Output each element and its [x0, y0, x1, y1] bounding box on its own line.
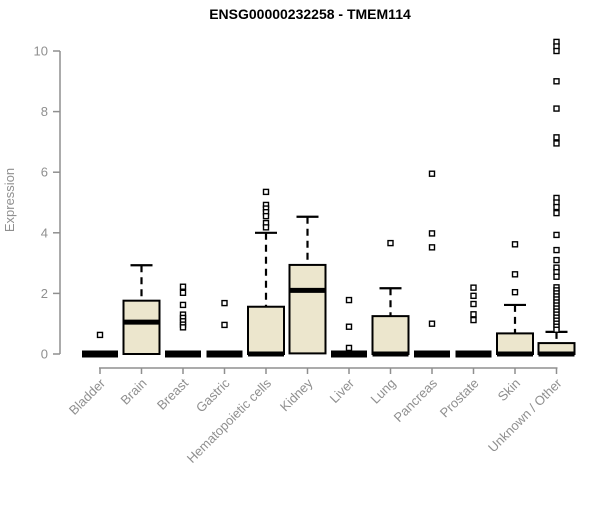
boxplot-group — [331, 296, 367, 358]
boxplot-group — [496, 241, 534, 357]
x-category-label: Breast — [154, 375, 191, 412]
x-category-label: Bladder — [66, 375, 109, 418]
outlier-point — [553, 140, 560, 147]
iqr-box — [496, 332, 534, 355]
outlier-point — [221, 299, 228, 307]
outlier-point — [262, 224, 270, 231]
x-category-label: Unknown / Other — [485, 375, 565, 455]
outlier-point — [221, 321, 228, 329]
iqr-box — [288, 263, 327, 355]
flat-box — [331, 350, 367, 358]
boxplot-group — [247, 188, 285, 357]
outlier-point — [387, 239, 394, 247]
boxplot-group — [288, 215, 327, 355]
outlier-point — [553, 246, 560, 254]
y-tick-label: 0 — [41, 347, 48, 362]
outlier-point — [553, 47, 560, 55]
outlier-point — [262, 212, 270, 220]
x-category-label: Lung — [368, 376, 399, 407]
outlier-point — [553, 105, 560, 112]
outlier-point — [470, 292, 477, 300]
outlier-point — [345, 323, 353, 330]
y-tick-label: 8 — [41, 104, 48, 119]
flat-box — [206, 350, 243, 358]
outlier-point — [96, 331, 104, 339]
flat-box — [165, 350, 201, 358]
flat-box — [455, 350, 492, 358]
outlier-point — [179, 301, 187, 309]
boxplot-group — [206, 299, 243, 358]
boxplot-group — [371, 239, 410, 357]
boxplot-group — [537, 38, 576, 357]
boxplot-group — [122, 264, 161, 355]
x-category-label: Prostate — [437, 376, 482, 421]
outlier-point — [553, 78, 560, 85]
outlier-point — [553, 231, 560, 239]
outlier-point — [470, 316, 477, 324]
outlier-point — [179, 324, 187, 331]
x-category-label: Brain — [118, 376, 150, 408]
chart-title: ENSG00000232258 - TMEM114 — [209, 6, 411, 22]
outlier-point — [345, 296, 353, 304]
outlier-point — [345, 344, 353, 352]
outlier-point — [553, 256, 560, 264]
outlier-point — [511, 271, 519, 278]
x-category-label: Kidney — [277, 375, 316, 414]
x-category-label: Liver — [327, 375, 358, 406]
flat-box — [82, 350, 118, 358]
outlier-point — [553, 134, 560, 141]
outlier-point — [470, 300, 477, 308]
boxplot-group — [82, 331, 118, 358]
x-category-label: Pancreas — [391, 375, 441, 425]
outlier-point — [553, 273, 560, 280]
y-tick-label: 4 — [41, 225, 48, 240]
outlier-point — [553, 209, 560, 217]
x-category-label: Skin — [495, 376, 523, 404]
boxplot-group — [165, 283, 201, 358]
flat-box — [414, 350, 450, 358]
outlier-point — [428, 170, 436, 177]
outlier-point — [511, 288, 519, 296]
outlier-point — [179, 289, 187, 296]
outlier-point — [553, 203, 560, 211]
boxplot-group — [414, 170, 450, 358]
outlier-point — [470, 311, 477, 318]
y-tick-label: 2 — [41, 286, 48, 301]
iqr-box — [122, 299, 161, 355]
outlier-point — [179, 283, 187, 290]
x-category-label: Gastric — [193, 375, 233, 415]
outlier-point — [428, 320, 436, 327]
outlier-point — [553, 326, 560, 333]
y-tick-label: 10 — [34, 44, 48, 59]
y-tick-label: 6 — [41, 165, 48, 180]
iqr-box — [371, 315, 410, 355]
outlier-point — [511, 241, 519, 248]
y-axis-label: Expression — [2, 168, 17, 232]
outlier-point — [470, 284, 477, 291]
iqr-box — [247, 305, 285, 355]
outlier-point — [428, 230, 436, 237]
boxplot-group — [455, 284, 492, 358]
outlier-point — [428, 244, 436, 251]
outlier-point — [262, 188, 270, 196]
